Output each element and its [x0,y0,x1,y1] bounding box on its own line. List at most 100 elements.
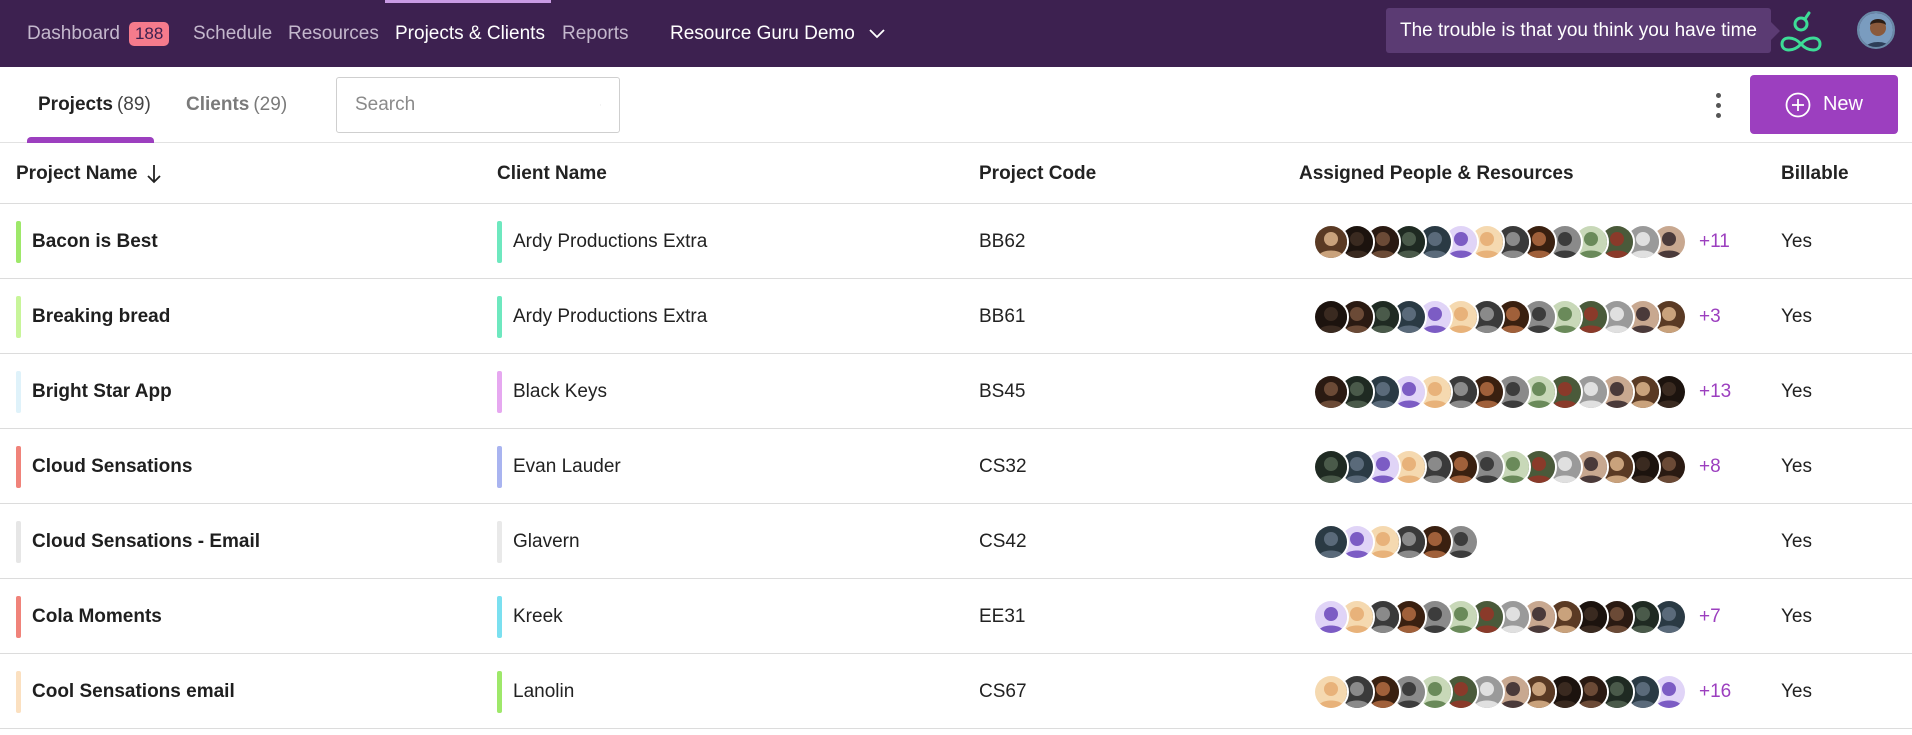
tab-projects[interactable]: Projects (89) [38,67,151,143]
sort-arrow-down-icon[interactable] [147,164,162,184]
more-assigned-count[interactable]: +8 [1699,455,1721,477]
assigned-cell[interactable]: +16 [1313,654,1731,729]
project-cell[interactable]: Breaking bread [16,279,170,354]
nav-resources[interactable]: Resources [288,0,379,67]
person-avatar[interactable] [1521,373,1557,410]
nav-reports[interactable]: Reports [562,0,629,67]
client-cell[interactable]: Black Keys [497,354,607,429]
header-project-name[interactable]: Project Name [16,143,162,204]
person-avatar[interactable] [1573,598,1609,635]
person-avatar[interactable] [1313,523,1349,560]
person-avatar[interactable] [1573,298,1609,335]
search-icon[interactable] [600,92,601,118]
assigned-cell[interactable] [1313,504,1491,579]
person-avatar[interactable] [1625,448,1661,485]
client-name[interactable]: Lanolin [513,680,575,702]
assigned-cell[interactable]: +13 [1313,354,1731,429]
header-client-name[interactable]: Client Name [497,143,607,204]
assigned-avatars[interactable] [1313,673,1687,710]
person-avatar[interactable] [1339,448,1375,485]
table-row[interactable]: Cool Sensations email Lanolin CS67 [0,654,1912,729]
table-row[interactable]: Cloud Sensations Evan Lauder CS32 [0,429,1912,504]
project-cell[interactable]: Cloud Sensations [16,429,192,504]
client-cell[interactable]: Ardy Productions Extra [497,204,707,279]
person-avatar[interactable] [1313,373,1349,410]
person-avatar[interactable] [1417,373,1453,410]
person-avatar[interactable] [1573,223,1609,260]
table-row[interactable]: Bacon is Best Ardy Productions Extra BB6… [0,204,1912,279]
nav-dashboard[interactable]: Dashboard 188 [27,0,170,67]
person-avatar[interactable] [1599,598,1635,635]
person-avatar[interactable] [1625,598,1661,635]
project-name[interactable]: Bright Star App [32,380,172,402]
person-avatar[interactable] [1599,223,1635,260]
search-input[interactable] [355,94,600,116]
header-assigned[interactable]: Assigned People & Resources [1299,143,1574,204]
more-assigned-count[interactable]: +16 [1699,680,1732,702]
tab-clients[interactable]: Clients (29) [186,67,287,143]
client-name[interactable]: Glavern [513,530,580,552]
project-cell[interactable]: Cola Moments [16,579,162,654]
client-cell[interactable]: Ardy Productions Extra [497,279,707,354]
client-name[interactable]: Ardy Productions Extra [513,305,708,327]
project-cell[interactable]: Cool Sensations email [16,654,235,729]
person-avatar[interactable] [1313,298,1349,335]
person-avatar[interactable] [1339,598,1375,635]
header-billable[interactable]: Billable [1781,143,1849,204]
assigned-avatars[interactable] [1313,373,1687,410]
client-name[interactable]: Kreek [513,605,563,627]
header-project-code[interactable]: Project Code [979,143,1096,204]
nav-projects-clients[interactable]: Projects & Clients [395,0,545,67]
assigned-avatars[interactable] [1313,598,1687,635]
assigned-cell[interactable]: +7 [1313,579,1721,654]
client-name[interactable]: Black Keys [513,380,607,402]
person-avatar[interactable] [1313,223,1349,260]
assigned-avatars[interactable] [1313,223,1687,260]
more-assigned-count[interactable]: +11 [1699,230,1730,252]
assigned-avatars[interactable] [1313,523,1479,560]
table-row[interactable]: Cola Moments Kreek EE31 [0,579,1912,654]
project-cell[interactable]: Bright Star App [16,354,172,429]
person-avatar[interactable] [1313,598,1349,635]
assigned-cell[interactable]: +11 [1313,204,1730,279]
new-button[interactable]: New [1750,75,1898,134]
assigned-cell[interactable]: +8 [1313,429,1721,504]
person-avatar[interactable] [1391,448,1427,485]
person-avatar[interactable] [1469,448,1505,485]
person-avatar[interactable] [1547,373,1583,410]
search-box[interactable] [336,77,620,133]
table-row[interactable]: Cloud Sensations - Email Glavern CS42 [0,504,1912,579]
person-avatar[interactable] [1599,673,1635,710]
client-cell[interactable]: Evan Lauder [497,429,621,504]
person-avatar[interactable] [1651,373,1687,410]
more-options-icon[interactable] [1708,87,1728,123]
project-cell[interactable]: Bacon is Best [16,204,158,279]
person-avatar[interactable] [1313,448,1349,485]
person-avatar[interactable] [1651,673,1687,710]
person-avatar[interactable] [1521,448,1557,485]
project-name[interactable]: Cloud Sensations [32,455,193,477]
project-name[interactable]: Cool Sensations email [32,680,235,702]
project-name[interactable]: Cola Moments [32,605,162,627]
person-avatar[interactable] [1625,673,1661,710]
client-cell[interactable]: Lanolin [497,654,574,729]
person-avatar[interactable] [1495,448,1531,485]
resource-guru-logo-icon[interactable] [1776,8,1826,58]
person-avatar[interactable] [1391,598,1427,635]
workspace-switcher[interactable]: Resource Guru Demo [670,0,885,67]
user-avatar[interactable] [1857,11,1895,49]
client-cell[interactable]: Glavern [497,504,580,579]
person-avatar[interactable] [1313,673,1349,710]
assigned-avatars[interactable] [1313,298,1687,335]
more-assigned-count[interactable]: +3 [1699,305,1721,327]
client-cell[interactable]: Kreek [497,579,563,654]
client-name[interactable]: Evan Lauder [513,455,621,477]
person-avatar[interactable] [1417,448,1453,485]
more-assigned-count[interactable]: +13 [1699,380,1732,402]
project-name[interactable]: Bacon is Best [32,230,158,252]
table-row[interactable]: Breaking bread Ardy Productions Extra BB… [0,279,1912,354]
project-name[interactable]: Cloud Sensations - Email [32,530,261,552]
assigned-cell[interactable]: +3 [1313,279,1721,354]
more-assigned-count[interactable]: +7 [1699,605,1721,627]
project-name[interactable]: Breaking bread [32,305,171,327]
